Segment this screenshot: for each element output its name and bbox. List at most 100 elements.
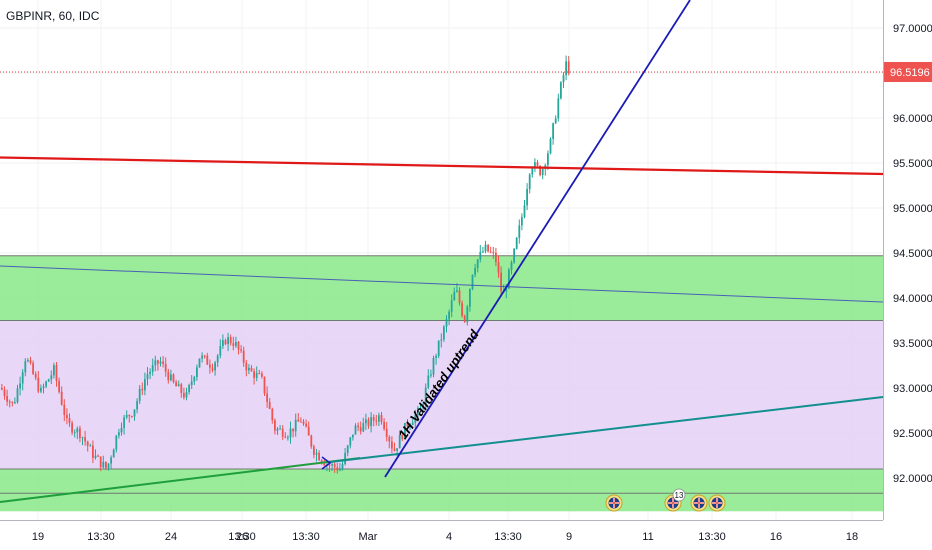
candle-body xyxy=(445,319,448,327)
candle-body xyxy=(125,414,128,418)
candle-body xyxy=(531,168,534,175)
candle-body xyxy=(565,61,567,76)
candle-body xyxy=(63,404,66,415)
x-tick-label: 13:30 xyxy=(698,531,726,543)
candle-body xyxy=(167,371,170,381)
candle-body xyxy=(248,367,250,371)
candle-body xyxy=(315,452,318,455)
candle-body xyxy=(357,425,359,428)
candle-body xyxy=(86,441,89,446)
candle-body xyxy=(92,445,94,459)
candle-body xyxy=(354,425,357,435)
candle-body xyxy=(206,355,209,365)
y-tick-label: 97.0000 xyxy=(893,23,932,35)
candle-body xyxy=(349,437,352,446)
price-axis[interactable]: 97.000096.500096.000095.500095.000094.50… xyxy=(883,0,932,550)
y-tick-label: 93.5000 xyxy=(893,338,932,350)
candle-body xyxy=(183,393,185,398)
uptrend-line[interactable] xyxy=(384,0,691,478)
event-count-badge xyxy=(672,488,686,502)
support-zone xyxy=(0,469,883,512)
candle-body xyxy=(47,379,50,382)
symbol-label: GBPINR, 60, IDC xyxy=(6,9,100,23)
last-price-value: 96.5196 xyxy=(890,67,930,79)
candle-body xyxy=(37,377,40,392)
candle-body xyxy=(177,384,180,387)
candle-body xyxy=(388,436,391,442)
candle-body xyxy=(521,217,523,226)
x-tick-label: 13:30 xyxy=(292,531,320,543)
x-tick-label: 13:30 xyxy=(87,531,115,543)
candle-body xyxy=(34,373,37,378)
candle-body xyxy=(411,422,414,426)
candle-body xyxy=(40,387,42,392)
candle-body xyxy=(365,419,367,424)
candle-body xyxy=(60,391,63,405)
candle-body xyxy=(27,360,29,362)
candle-body xyxy=(372,417,375,421)
candle-body xyxy=(417,408,419,415)
candle-body xyxy=(157,360,159,364)
candle-body xyxy=(333,464,336,468)
candle-body xyxy=(201,355,203,359)
resistance-line[interactable] xyxy=(0,156,884,176)
uk-flag-icon[interactable] xyxy=(690,494,708,512)
candle-body xyxy=(112,449,115,458)
candle-body xyxy=(461,303,463,316)
candle-body xyxy=(289,428,292,438)
candle-body xyxy=(227,337,229,345)
x-tick-label: Mar xyxy=(359,531,378,543)
uk-flag-icon[interactable] xyxy=(605,494,623,512)
candle-body xyxy=(89,445,92,447)
candle-body xyxy=(118,432,120,436)
candle-body xyxy=(219,346,222,356)
candle-body xyxy=(305,423,307,427)
candle-body xyxy=(235,341,237,346)
candle-body xyxy=(510,262,513,270)
event-markers[interactable]: 13 xyxy=(605,488,726,512)
candle-body xyxy=(320,460,323,463)
descending-trendline[interactable] xyxy=(0,265,884,303)
candle-body xyxy=(180,384,183,394)
candle-body xyxy=(45,381,47,387)
candle-body xyxy=(146,374,149,380)
candle-body xyxy=(294,419,297,432)
candle-body xyxy=(188,384,190,393)
candle-body xyxy=(513,248,515,263)
candle-body xyxy=(435,355,437,359)
candle-body xyxy=(128,414,131,417)
uk-flag-icon[interactable]: 13 xyxy=(664,488,686,512)
rising-trendline-teal[interactable] xyxy=(329,396,884,463)
candle-body xyxy=(50,375,53,380)
candles xyxy=(1,55,570,474)
candle-body xyxy=(68,418,71,423)
candle-body xyxy=(149,371,151,375)
candle-body xyxy=(328,464,331,466)
x-tick-label: 16 xyxy=(770,531,782,543)
candle-body xyxy=(3,389,6,397)
rising-trendline-green[interactable] xyxy=(0,457,361,503)
last-price-tag xyxy=(884,62,932,82)
candle-body xyxy=(440,339,443,341)
candle-body xyxy=(339,469,341,471)
candle-body xyxy=(560,82,562,99)
candle-body xyxy=(547,153,549,166)
candle-body xyxy=(110,457,112,464)
candle-body xyxy=(432,358,435,375)
candle-body xyxy=(398,435,401,449)
uk-flag-icon[interactable] xyxy=(708,494,726,512)
candle-body xyxy=(505,288,508,292)
candle-body xyxy=(567,61,570,74)
candle-body xyxy=(138,388,141,401)
candle-body xyxy=(482,251,484,253)
y-tick-label: 95.5000 xyxy=(893,158,932,170)
candle-body xyxy=(336,467,339,471)
candle-body xyxy=(99,456,102,468)
candle-body xyxy=(469,289,471,307)
x-tick-label: 9 xyxy=(566,531,572,543)
candle-body xyxy=(172,374,175,383)
x-tick-label: 4 xyxy=(446,531,452,543)
candle-body xyxy=(164,363,167,372)
